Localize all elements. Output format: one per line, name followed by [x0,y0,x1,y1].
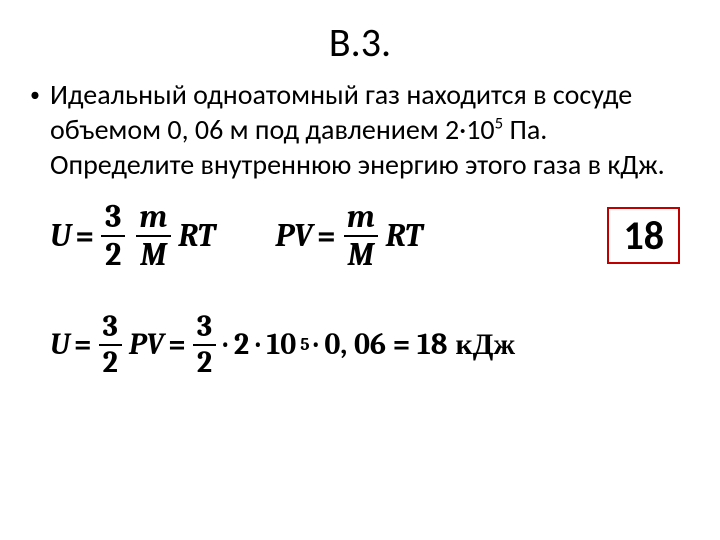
eq-sign: = [317,217,336,254]
problem-block: • Идеальный одноатомный газ находится в … [30,77,690,182]
eq-sign: = [75,217,94,254]
formula-calculation: U = 3 2 PV = 3 2 · 2 · 105 · 0, 06 = 18 … [50,311,515,378]
formula-internal-energy: U = 3 2 m M RT [50,200,215,271]
eq-sign: = [74,327,92,362]
tail-RT: RT [178,217,215,254]
formula-pv: PV = m M RT [275,200,422,271]
problem-text: Идеальный одноатомный газ находится в со… [50,77,690,182]
denominator: 2 [101,235,125,272]
fraction-3-2: 3 2 [101,200,125,271]
numerator: 3 [99,311,122,344]
slide: В.3. • Идеальный одноатомный газ находит… [0,0,720,540]
numerator: 3 [101,200,125,235]
fraction-3-2: 3 2 [99,311,122,378]
numerator: 3 [193,311,216,344]
var-U: U [50,327,70,362]
mid-PV: PV [129,327,164,362]
calculation-row: U = 3 2 PV = 3 2 · 2 · 105 · 0, 06 = 18 … [30,311,690,378]
var-U: U [50,217,71,254]
calc-seq2: · 0, 06 = 18 [314,327,448,362]
answer-box: 18 [607,207,680,264]
denominator: 2 [193,344,216,379]
denominator: M [136,235,170,272]
eq-sign: = [168,327,186,362]
slide-title: В.3. [30,18,690,67]
exponent: 5 [300,334,309,355]
denominator: M [344,235,378,272]
denominator: 2 [99,344,122,379]
fraction-m-M: m M [135,200,171,271]
unit: кДж [455,327,515,362]
fraction-3-2b: 3 2 [193,311,216,378]
calc-seq1: · 2 · 10 [223,327,296,362]
fraction-m-M: m M [343,200,379,271]
bullet-icon: • [30,83,40,108]
var-PV: PV [275,217,313,254]
numerator: m [343,200,379,235]
formula-row: U = 3 2 m M RT PV = m M RT 18 [30,200,690,271]
tail-RT: RT [386,217,423,254]
numerator: m [135,200,171,235]
